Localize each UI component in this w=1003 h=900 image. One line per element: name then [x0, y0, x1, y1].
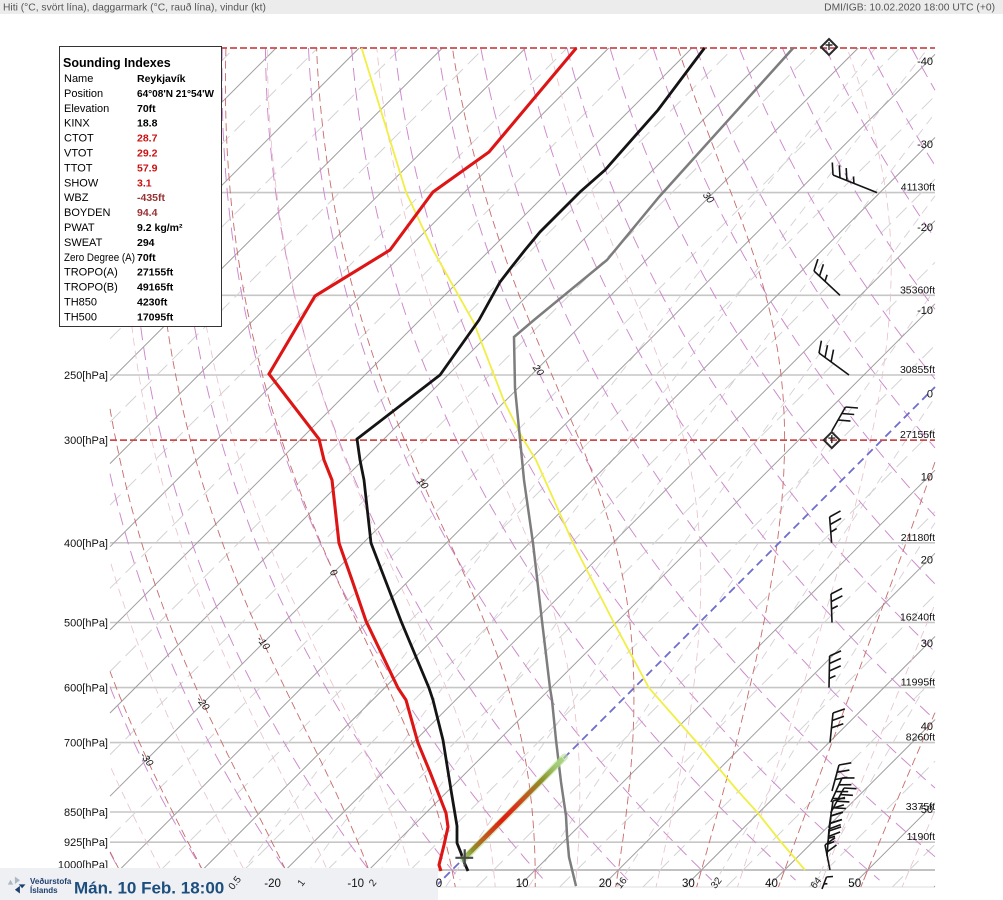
svg-text:850[hPa]: 850[hPa]: [64, 807, 108, 819]
svg-text:400[hPa]: 400[hPa]: [64, 538, 108, 550]
svg-text:70ft: 70ft: [137, 252, 156, 264]
svg-text:-30: -30: [917, 139, 933, 151]
svg-text:50: 50: [848, 878, 861, 890]
svg-text:64°08'N 21°54'W: 64°08'N 21°54'W: [137, 88, 214, 100]
svg-text:-20: -20: [917, 222, 933, 234]
svg-text:8260ft: 8260ft: [906, 732, 935, 744]
svg-text:KINX: KINX: [64, 118, 90, 130]
svg-text:0: 0: [436, 878, 442, 890]
svg-text:28.7: 28.7: [137, 133, 158, 145]
svg-text:BOYDEN: BOYDEN: [64, 207, 111, 219]
svg-text:Mán. 10 Feb. 18:00: Mán. 10 Feb. 18:00: [74, 879, 224, 898]
svg-text:TH500: TH500: [64, 311, 97, 323]
svg-text:-40: -40: [917, 56, 933, 68]
svg-text:WBZ: WBZ: [64, 192, 89, 204]
svg-text:Sounding Indexes: Sounding Indexes: [63, 56, 171, 70]
svg-text:VTOT: VTOT: [64, 148, 93, 160]
svg-text:CTOT: CTOT: [64, 133, 94, 145]
svg-text:-10: -10: [347, 878, 364, 890]
svg-text:Zero Degree (A): Zero Degree (A): [64, 252, 135, 264]
svg-text:Position: Position: [64, 88, 103, 100]
svg-text:17095ft: 17095ft: [137, 311, 174, 323]
svg-text:40: 40: [765, 878, 778, 890]
svg-text:Veðurstofa: Veðurstofa: [30, 877, 72, 886]
svg-text:0: 0: [327, 567, 339, 579]
svg-text:0: 0: [927, 388, 933, 400]
svg-text:11995ft: 11995ft: [901, 677, 935, 689]
svg-text:30855ft: 30855ft: [900, 364, 935, 376]
svg-text:500[hPa]: 500[hPa]: [64, 618, 108, 630]
svg-text:35360ft: 35360ft: [900, 284, 935, 296]
svg-text:4230ft: 4230ft: [137, 297, 168, 309]
svg-text:-435ft: -435ft: [137, 192, 166, 204]
svg-text:3.1: 3.1: [137, 177, 152, 189]
svg-text:40: 40: [921, 721, 933, 733]
svg-text:PWAT: PWAT: [64, 222, 95, 234]
svg-text:SWEAT: SWEAT: [64, 237, 103, 249]
svg-text:20: 20: [921, 555, 933, 567]
svg-text:30: 30: [921, 638, 933, 650]
svg-text:294: 294: [137, 237, 155, 249]
svg-text:57.9: 57.9: [137, 162, 158, 174]
svg-text:925[hPa]: 925[hPa]: [64, 837, 108, 849]
svg-text:Name: Name: [64, 73, 93, 85]
svg-text:16240ft: 16240ft: [900, 612, 935, 624]
svg-text:1: 1: [296, 877, 308, 889]
svg-text:21180ft: 21180ft: [901, 532, 935, 544]
svg-text:Íslands: Íslands: [30, 886, 58, 895]
svg-text:TROPO(A): TROPO(A): [64, 267, 118, 279]
svg-text:9.2 kg/m²: 9.2 kg/m²: [137, 222, 183, 234]
svg-text:TROPO(B): TROPO(B): [64, 282, 118, 294]
svg-text:94.4: 94.4: [137, 207, 158, 219]
svg-text:-10: -10: [917, 305, 933, 317]
svg-text:DMI/IGB: 10.02.2020 18:00 UTC: DMI/IGB: 10.02.2020 18:00 UTC (+0): [824, 3, 995, 14]
svg-text:70ft: 70ft: [137, 103, 156, 115]
svg-text:TH850: TH850: [64, 297, 97, 309]
svg-text:600[hPa]: 600[hPa]: [64, 683, 108, 695]
svg-text:Hiti (°C, svört lína), daggarm: Hiti (°C, svört lína), daggarmark (°C, r…: [3, 2, 266, 14]
svg-text:20: 20: [599, 878, 612, 890]
svg-text:18.8: 18.8: [137, 118, 158, 130]
svg-text:-20: -20: [264, 878, 281, 890]
svg-text:49165ft: 49165ft: [137, 282, 174, 294]
svg-text:3375ft: 3375ft: [906, 801, 935, 813]
svg-text:Elevation: Elevation: [64, 103, 109, 115]
svg-text:27155ft: 27155ft: [137, 267, 174, 279]
svg-text:30: 30: [682, 878, 695, 890]
svg-text:29.2: 29.2: [137, 148, 158, 160]
svg-text:300[hPa]: 300[hPa]: [64, 435, 108, 447]
svg-text:50: 50: [921, 804, 933, 816]
svg-text:27155ft: 27155ft: [900, 429, 935, 441]
svg-text:41130ft: 41130ft: [901, 182, 935, 194]
svg-text:1190ft: 1190ft: [907, 831, 935, 843]
svg-text:700[hPa]: 700[hPa]: [64, 738, 108, 750]
svg-text:SHOW: SHOW: [64, 177, 99, 189]
svg-text:Reykjavík: Reykjavík: [137, 73, 186, 85]
svg-text:10: 10: [921, 472, 933, 484]
svg-text:2: 2: [367, 877, 379, 889]
svg-text:TTOT: TTOT: [64, 162, 93, 174]
svg-text:10: 10: [516, 878, 529, 890]
svg-text:250[hPa]: 250[hPa]: [64, 370, 108, 382]
